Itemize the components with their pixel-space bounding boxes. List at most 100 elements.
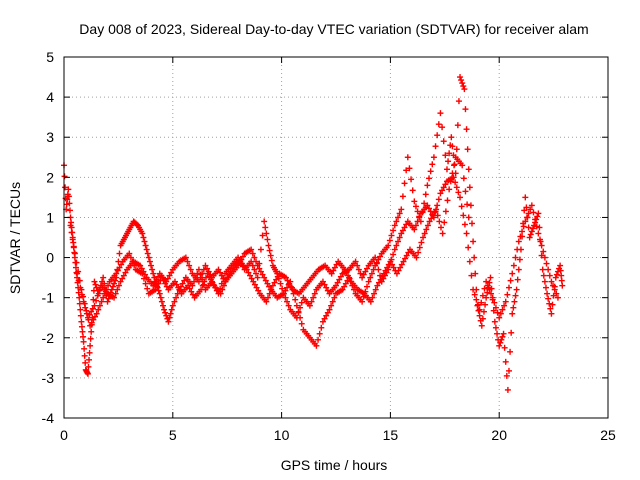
data-point-interp <box>497 339 504 346</box>
data-point <box>509 270 516 277</box>
x-tick-label: 15 <box>383 427 399 443</box>
data-point-interp <box>218 272 225 279</box>
data-point-interp <box>502 358 509 365</box>
data-point <box>420 234 427 241</box>
data-point-interp <box>329 298 336 305</box>
data-point-interp <box>364 283 371 290</box>
data-point-interp <box>422 191 429 198</box>
data-point-interp <box>187 266 194 273</box>
data-point-interp <box>189 291 196 298</box>
data-point-interp <box>395 238 402 245</box>
data-point-interp <box>129 258 136 265</box>
data-point-interp <box>354 262 361 269</box>
data-point-interp <box>173 281 180 288</box>
data-point <box>339 286 346 293</box>
data-point-interp <box>271 279 278 286</box>
data-point-interp <box>90 316 97 323</box>
data-point-interp <box>167 310 174 317</box>
data-point-interp <box>324 287 331 294</box>
data-point <box>137 262 144 269</box>
data-point-interp <box>455 98 462 105</box>
data-point-interp <box>70 243 77 250</box>
data-point-interp <box>119 275 126 282</box>
data-point-interp <box>88 308 95 315</box>
y-tick-label: 3 <box>46 129 54 145</box>
data-point-interp <box>184 258 191 265</box>
data-point <box>333 282 339 289</box>
data-point-interp <box>83 310 90 317</box>
data-point <box>459 162 466 169</box>
data-point-interp <box>426 175 433 182</box>
data-point <box>215 266 222 273</box>
data-point-interp <box>401 180 408 187</box>
data-point <box>111 294 118 301</box>
data-point-interp <box>202 274 209 281</box>
data-point <box>526 234 533 241</box>
data-point-interp <box>442 152 449 159</box>
data-point-interp <box>109 283 116 290</box>
data-point-interp <box>247 272 254 279</box>
data-point <box>150 282 157 289</box>
data-point-interp <box>78 323 85 330</box>
data-point-interp <box>93 297 100 304</box>
data-point-interp <box>343 269 350 276</box>
data-point-interp <box>415 249 422 256</box>
data-point <box>483 294 490 301</box>
data-point-interp <box>464 146 471 153</box>
data-point <box>195 278 202 285</box>
data-point-interp <box>519 228 526 235</box>
y-tick-label: 1 <box>46 209 54 225</box>
data-point-interp <box>382 267 389 274</box>
data-point-interp <box>77 306 84 313</box>
data-point-interp <box>78 291 85 298</box>
data-point-interp <box>403 167 410 174</box>
data-point-interp <box>66 207 73 214</box>
data-point-interp <box>141 238 148 245</box>
data-point-interp <box>492 304 499 311</box>
data-point <box>198 286 205 293</box>
data-point <box>87 322 94 329</box>
data-point-interp <box>120 272 127 279</box>
data-point-interp <box>476 312 483 319</box>
data-point-interp <box>455 189 462 196</box>
data-point-interp <box>336 276 343 283</box>
data-point-interp <box>540 272 547 279</box>
data-point <box>557 262 564 269</box>
data-point-interp <box>284 298 291 305</box>
data-point <box>139 230 146 237</box>
data-point <box>108 286 115 293</box>
data-point-interp <box>520 223 527 230</box>
data-point-interp <box>403 221 410 228</box>
data-point-interp <box>222 278 229 285</box>
data-point-interp <box>256 265 263 272</box>
data-point-interp <box>227 268 234 275</box>
data-point-interp <box>297 304 304 311</box>
x-tick-label: 25 <box>600 427 616 443</box>
data-point-interp <box>295 309 302 316</box>
data-point-interp <box>527 206 534 213</box>
data-point-interp <box>323 312 330 319</box>
data-point-interp <box>168 269 175 276</box>
data-point-interp <box>553 271 560 278</box>
data-point <box>93 310 100 317</box>
data-point <box>326 306 333 313</box>
data-point <box>204 270 211 277</box>
data-point <box>483 278 490 285</box>
data-point <box>87 342 94 349</box>
data-point-interp <box>284 277 291 284</box>
data-point-interp <box>181 277 188 284</box>
data-point-interp <box>449 170 456 177</box>
data-point-interp <box>310 294 317 301</box>
data-point-interp <box>69 236 76 243</box>
data-point-interp <box>532 216 539 223</box>
data-point <box>84 370 91 377</box>
data-point-interp <box>442 208 449 215</box>
data-point-interp <box>220 275 227 282</box>
data-point-interp <box>557 267 564 274</box>
data-point-interp <box>68 229 75 236</box>
data-point-interp <box>484 289 491 296</box>
data-point-interp <box>225 271 232 278</box>
data-point-interp <box>153 276 160 283</box>
data-point-interp <box>514 246 521 253</box>
